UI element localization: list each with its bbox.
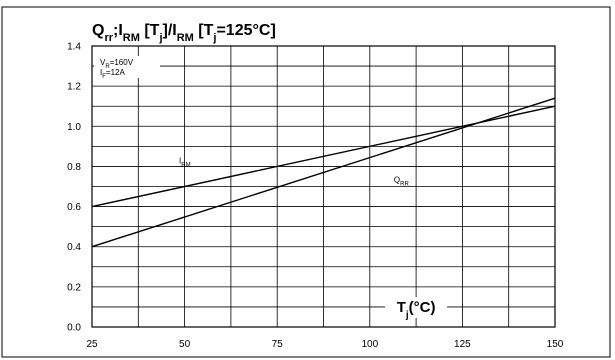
y-tick-label: 0.2 (67, 282, 81, 293)
y-tick-label: 0.8 (67, 162, 81, 173)
series-group: IRM QRR (91, 97, 556, 248)
y-tick-label: 0.4 (67, 242, 81, 253)
plot-area-frame (91, 45, 556, 328)
x-tick-label: 75 (272, 339, 284, 350)
series-label-qrr: QRR (394, 175, 410, 187)
y-tick-label: 1.4 (67, 42, 81, 53)
conditions-box (94, 56, 160, 78)
condition-text: VR=160V (100, 58, 134, 70)
y-tick-label: 0.6 (67, 202, 81, 213)
y-tick-label: 0.0 (67, 323, 81, 334)
series-line-qrr (91, 97, 556, 248)
axes (91, 45, 556, 328)
grid (92, 46, 555, 327)
x-axis-label: Tj(°C) (397, 299, 436, 321)
x-tick-label: 150 (547, 339, 564, 350)
series-label-irm: IRM (179, 156, 191, 168)
x-axis-label-backdrop (385, 297, 448, 318)
chart-title: Qrr;IRM [Tj]/IRM [Tj=125°C] (92, 22, 276, 44)
y-tick-label: 1.2 (67, 82, 81, 93)
x-tick-label: 25 (86, 339, 98, 350)
tick-labels: 0.0 0.2 0.4 0.6 0.8 1.0 1.2 1.4 25 50 75 100 125 150 (67, 42, 564, 351)
y-tick-label: 1.0 (67, 122, 81, 133)
condition-text: IF=12A (100, 68, 125, 80)
x-tick-label: 125 (454, 339, 471, 350)
outer-frame (1, 6, 611, 358)
x-tick-label: 50 (179, 339, 191, 350)
x-tick-label: 100 (361, 339, 378, 350)
